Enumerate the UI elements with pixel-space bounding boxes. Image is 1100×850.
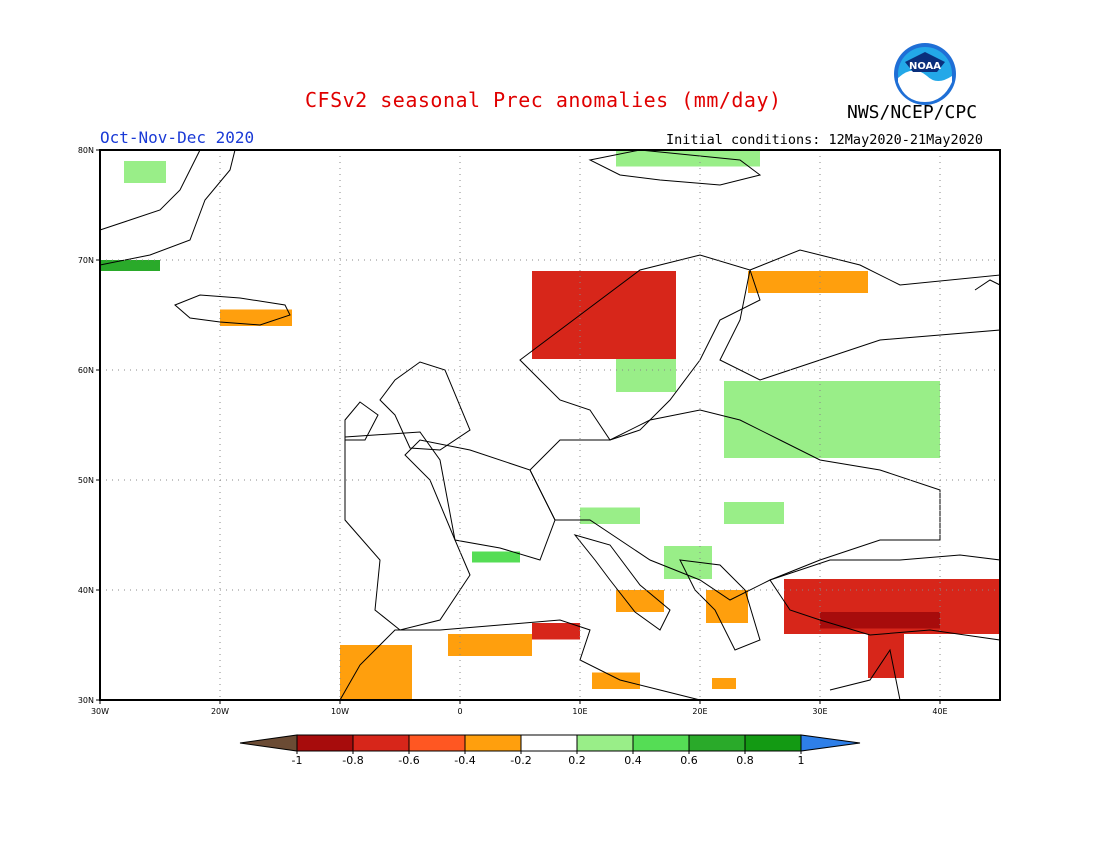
lon-tick-label: 40E [932,707,947,716]
logo-text: NOAA [909,61,941,72]
coastlines [99,149,1001,701]
lat-tick-label: 50N [78,476,94,485]
noaa-logo-icon: NOAA [894,43,956,105]
lon-tick-label: 20W [211,707,229,716]
anomaly-region-pyrenees [472,551,520,563]
legend-swatch [688,734,746,752]
legend-label: -1 [292,754,303,767]
legend-label: 0.4 [624,754,642,767]
graticule [100,150,1000,700]
lat-tick-label: 70N [78,256,94,265]
legend-label: 1 [798,754,805,767]
anomaly-region-sweden-central [616,359,676,392]
lon-tick-label: 0 [457,707,462,716]
lon-tick-label: 30E [812,707,827,716]
legend-swatch [352,734,410,752]
legend-swatch [632,734,690,752]
anomaly-region-north-africa-algeria [448,634,532,656]
legend-label: -0.6 [398,754,419,767]
legend-swatch [296,734,354,752]
legend-swatch [464,734,522,752]
latitude-ticks: 80N 70N 60N 50N 40N 30N [78,146,100,705]
anomaly-region-norway-coast [532,271,676,359]
agency-label: NWS/NCEP/CPC [847,102,978,123]
anomaly-region-ukraine-south [724,502,784,524]
longitude-ticks: 30W 20W 10W 0 10E 20E 30E 40E [91,700,948,716]
legend-label: 0.8 [736,754,754,767]
anomaly-region-morocco [340,645,412,700]
lon-tick-label: 10W [331,707,349,716]
map-title: CFSv2 seasonal Prec anomalies (mm/day) [305,88,782,112]
legend-arrow-high [800,734,861,752]
legend-label: -0.8 [342,754,363,767]
lon-tick-label: 30W [91,707,109,716]
lat-tick-label: 40N [78,586,94,595]
anomaly-region-turkey-core [820,612,940,629]
legend-arrow-low [239,734,298,752]
anomaly-region-northern-finland-russia [748,271,868,293]
anomaly-region-north-africa-tunisia [532,623,580,640]
legend-swatch [520,734,578,752]
season-label: Oct-Nov-Dec 2020 [100,128,255,147]
legend-label: 0.6 [680,754,698,767]
legend-swatch [744,734,802,752]
map-frame [99,149,1001,701]
legend-label: -0.2 [510,754,531,767]
lon-tick-label: 10E [572,707,587,716]
anomaly-region-greenland-southeast [100,260,160,271]
legend-swatch [408,734,466,752]
anomaly-region-iceland-south [220,309,292,326]
lat-tick-label: 80N [78,146,94,155]
anomaly-region-western-russia-belarus [724,381,940,458]
legend-swatch [576,734,634,752]
legend-label: 0.2 [568,754,586,767]
anomaly-region-egypt-coast [712,678,736,689]
lat-tick-label: 30N [78,696,94,705]
legend-label: -0.4 [454,754,475,767]
anomaly-region-alps [580,507,640,524]
anomaly-region-greenland-east [124,161,166,183]
anomaly-region-svalbard [616,150,760,167]
lon-tick-label: 20E [692,707,707,716]
anomaly-region-greece [706,590,748,623]
anomaly-region-libya-coast [592,672,640,689]
lat-tick-label: 60N [78,366,94,375]
initial-conditions-label: Initial conditions: 12May2020-21May2020 [666,132,983,148]
